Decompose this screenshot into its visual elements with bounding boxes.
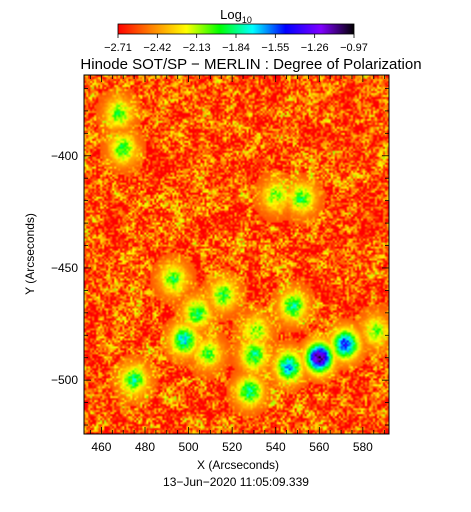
colorbar-tick-label: −2.71 [104,42,132,54]
x-tick-label: 520 [222,440,242,454]
colorbar-tick-label: −1.26 [301,42,329,54]
polarization-heatmap [84,75,389,434]
x-tick-label: 560 [309,440,329,454]
colorbar-tick-label: −1.55 [261,42,289,54]
y-axis-label: Y (Arcseconds) [23,213,37,295]
y-tick-label: −400 [51,149,78,163]
chart-title: Hinode SOT/SP − MERLIN : Degree of Polar… [80,56,421,73]
colorbar-tick-label: −2.13 [183,42,211,54]
x-tick-label: 480 [135,440,155,454]
y-axis: −400 −450 −500 [51,88,389,426]
colorbar-label: Log10 [220,7,252,25]
y-tick-label: −500 [51,373,78,387]
colorbar [117,23,355,35]
x-tick-label: 540 [266,440,286,454]
x-tick-label: 500 [179,440,199,454]
colorbar-tick-label: −1.84 [222,42,250,54]
colorbar-ticks: −2.71 −2.42 −2.13 −1.84 −1.55 −1.26 −0.97 [104,34,368,54]
timestamp: 13−Jun−2020 11:05:09.339 [163,475,309,489]
x-axis-label: X (Arcseconds) [197,458,279,472]
x-tick-label: 460 [91,440,111,454]
plot-frame [83,74,390,435]
x-tick-label: 580 [353,440,373,454]
x-axis: 460 480 500 520 540 560 580 [90,75,386,454]
colorbar-tick-label: −0.97 [340,42,368,54]
colorbar-tick-label: −2.42 [143,42,171,54]
y-tick-label: −450 [51,261,78,275]
